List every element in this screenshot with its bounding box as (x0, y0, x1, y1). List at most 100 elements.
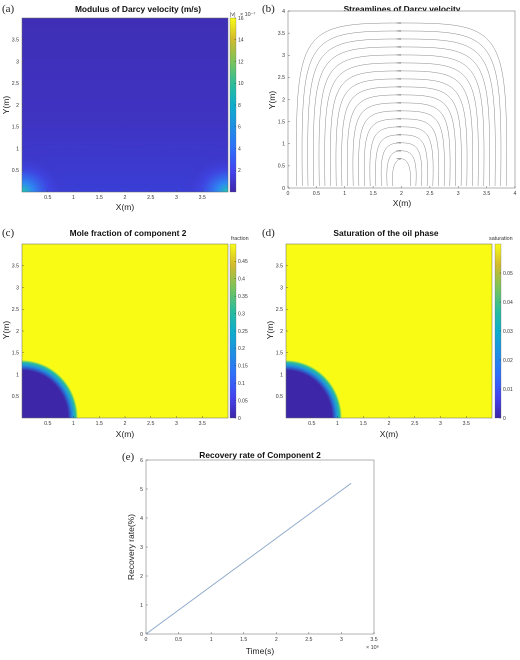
panel-a-colorbar-tick-label: 16 (238, 16, 244, 22)
panel-d-ticks: 0.5 1 1.5 2 2.5 3 3.5 0.5 1 1.5 2 2.5 3 3.5 (276, 264, 470, 427)
panel-c-heatmap (21, 243, 229, 419)
panel-a-ytick-label: 1.5 (12, 125, 19, 131)
panel-b-xtick-label: 1 (343, 191, 346, 197)
panel-a-ytick-label: 1 (16, 146, 19, 152)
panel-d-colorbar-tick-label: 0.02 (503, 358, 513, 364)
panel-e-xtick-label: 2.5 (305, 637, 312, 643)
panel-a-colorbar-exponent: × 10⁻⁷ (240, 12, 255, 18)
panel-d-xlabel: X(m) (380, 429, 399, 439)
panel-d-xtick-label: 1.5 (360, 421, 367, 427)
panel-e-ytick-label: 5 (140, 487, 143, 493)
panel-b-xtick-label: 1.5 (370, 191, 377, 197)
panel-d-xtick-label: 2 (388, 421, 391, 427)
panel-b-frame (287, 10, 516, 189)
panel-a-ytick-label: 3 (16, 59, 19, 65)
panel-c-colorbar-tick-label: 0.1 (238, 381, 245, 387)
panel-c-colorbar-tick-label: 0.35 (238, 294, 248, 300)
panel-b-xtick-label: 2.5 (426, 191, 433, 197)
panel-b-streamline (386, 150, 417, 187)
panel-d: (d) Saturation of the oil phase 0.5 1 1.5 2… (262, 227, 513, 439)
panel-b-ylabel: Y(m) (267, 91, 277, 110)
panel-e-ytick-label: 0 (140, 632, 143, 638)
panel-d-colorbar-ticks: 0 0.01 0.02 0.03 0.04 0.05 (499, 271, 513, 422)
panel-a-colorbar-tick-label: 4 (238, 146, 241, 152)
panel-b-title: Streamlines of Darcy velocity (344, 4, 461, 14)
panel-a-ytick-label: 0.5 (12, 168, 19, 174)
panel-a-ytick-label: 3.5 (12, 38, 19, 44)
panel-b-xlabel: X(m) (393, 198, 412, 208)
panel-c-colorbar-tick-label: 0.15 (238, 364, 248, 370)
panel-c-colorbar-tick-label: 0.3 (238, 311, 245, 317)
panel-e-ytick-label: 1 (140, 603, 143, 609)
panel-b-xtick-label: 0.5 (313, 191, 320, 197)
panel-d-xtick-label: 2.5 (411, 421, 418, 427)
panel-b-streamline (313, 46, 490, 187)
panel-b-label: (b) (262, 3, 275, 15)
panel-d-colorbar: saturation 0 0.01 0.02 0.03 0.04 0.05 (489, 236, 513, 422)
panel-e: (e) Recovery rate of Component 2 0 0.5 1 1.… (122, 450, 379, 656)
panel-c-xtick-label: 1.5 (96, 421, 103, 427)
panel-b-xtick-label: 4 (514, 191, 517, 197)
panel-d-colorbar-tick-label: 0 (503, 416, 506, 422)
panel-e-ticks: 0 0.5 1 1.5 2 2.5 3 3.5 0 1 2 3 4 5 6 (140, 458, 378, 643)
panel-e-xtick-label: 0 (145, 637, 148, 643)
panel-c-xtick-label: 2 (124, 421, 127, 427)
panel-a-ylabel: Y(m) (1, 96, 11, 115)
panel-a-xtick-label: 2 (124, 195, 127, 201)
panel-a-ticks: 0.5 1 1.5 2 2.5 3 3.5 0.5 1 1.5 2 2.5 3 3.5 (12, 38, 206, 201)
panel-d-colorbar-label: saturation (489, 236, 513, 242)
panel-a-colorbar-tick-label: 2 (238, 168, 241, 174)
panel-a-xtick-label: 3.5 (199, 195, 206, 201)
panel-b-ytick-label: 2 (282, 97, 285, 103)
panel-c-colorbar-tick-label: 0.2 (238, 346, 245, 352)
panel-a-colorbar-label: |v| (230, 12, 236, 18)
panel-d-ytick-label: 3.5 (276, 264, 283, 270)
panel-b-streamline (358, 110, 445, 187)
panel-d-ylabel: Y(m) (265, 321, 275, 340)
panel-c-xtick-label: 3.5 (199, 421, 206, 427)
panel-b-streamline (363, 118, 440, 187)
panel-a-colorbar-tick-label: 10 (238, 81, 244, 87)
panel-d-colorbar-tick-label: 0.05 (503, 271, 513, 277)
panel-b-streamline (347, 94, 456, 187)
panel-d-colorbar-tick-label: 0.03 (503, 329, 513, 335)
panel-d-label: (d) (262, 227, 275, 239)
panel-d-ytick-label: 1.5 (276, 351, 283, 357)
panel-b-ytick-label: 1.5 (278, 119, 285, 125)
panel-e-xtick-label: 1.5 (240, 637, 247, 643)
panel-a-colorbar-tick-label: 12 (238, 59, 244, 65)
panel-b-ytick-label: 4 (282, 9, 285, 15)
panel-b-streamline (307, 38, 496, 187)
panel-c-xtick-label: 0.5 (44, 421, 51, 427)
panel-a-colorbar-tick-label: 6 (238, 125, 241, 131)
panel-e-x-exponent: × 10⁶ (366, 645, 379, 651)
panel-c-ytick-label: 2.5 (12, 307, 19, 313)
panel-a-xtick-label: 3 (175, 195, 178, 201)
panel-a-xtick-label: 1.5 (96, 195, 103, 201)
panel-c: (c) Mole fraction of component 2 0.5 1 1.5… (1, 227, 249, 439)
panel-a-xtick-label: 1 (72, 195, 75, 201)
panel-e-ylabel: Recovery rate(%) (126, 514, 136, 580)
panel-c-colorbar-tick-label: 0.25 (238, 329, 248, 335)
panel-b-streamline (392, 158, 411, 187)
panel-b-streamline (301, 30, 502, 187)
panel-d-plume (286, 360, 342, 418)
panel-e-ytick-label: 6 (140, 458, 143, 464)
panel-e-xtick-label: 2 (275, 637, 278, 643)
panel-e-xtick-label: 3.5 (370, 637, 377, 643)
panel-b-ytick-label: 3 (282, 53, 285, 59)
panel-c-xtick-label: 1 (72, 421, 75, 427)
panel-c-xtick-label: 2.5 (147, 421, 154, 427)
panel-c-plume (22, 360, 78, 418)
panel-e-label: (e) (122, 451, 135, 463)
panel-d-ytick-label: 0.5 (276, 394, 283, 400)
panel-b-xtick-label: 0 (287, 191, 290, 197)
panel-b-streamline (380, 142, 423, 187)
panel-e-frame (145, 459, 375, 635)
panel-b-streamline (335, 78, 468, 187)
panel-d-xtick-label: 3 (439, 421, 442, 427)
panel-c-ytick-label: 1 (16, 372, 19, 378)
panel-e-xtick-label: 3 (340, 637, 343, 643)
panel-d-heatmap (285, 243, 493, 419)
panel-b-ytick-label: 1 (282, 142, 285, 148)
